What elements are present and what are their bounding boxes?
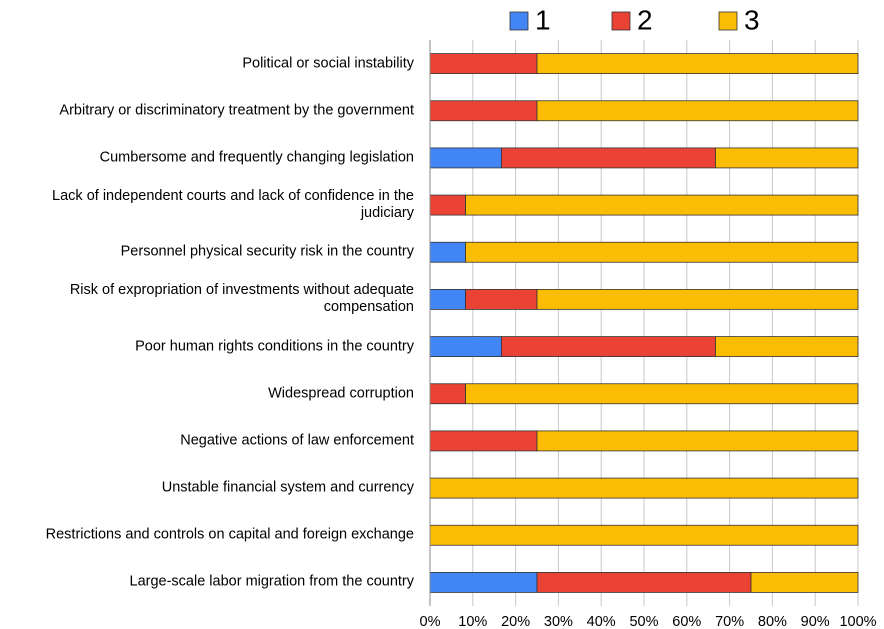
bar-segment — [429, 477, 859, 499]
y-tick-label: Cumbersome and frequently changing legis… — [99, 149, 414, 166]
legend-swatch — [611, 11, 631, 31]
bar-segment — [536, 100, 859, 122]
y-tick-label: Personnel physical security risk in the … — [120, 243, 414, 260]
bar-segment — [429, 336, 502, 357]
bar-segment — [429, 289, 466, 310]
bar-segment — [715, 336, 859, 357]
bar-segment — [429, 194, 466, 216]
y-tick-label: Unstable financial system and currency — [161, 479, 414, 496]
y-tick-label: Poor human rights conditions in the coun… — [135, 338, 414, 355]
bar-segment — [429, 147, 502, 169]
y-tick-label: Widespread corruption — [268, 385, 414, 402]
legend-swatch — [509, 11, 529, 31]
x-tick-label: 80% — [758, 614, 787, 629]
bar-segment — [501, 147, 716, 169]
bar-segment — [536, 430, 859, 452]
x-tick-label: 100% — [839, 614, 876, 629]
x-tick-label: 40% — [587, 614, 616, 629]
bar-segment — [429, 430, 538, 452]
bar-segment — [429, 572, 538, 593]
bar-segment — [429, 383, 466, 405]
bar-segment — [465, 241, 859, 263]
bar-segment — [429, 53, 538, 74]
x-tick-label: 10% — [458, 614, 487, 629]
y-tick-label: Risk of expropriation of investments wit… — [69, 282, 414, 316]
bar-segment — [536, 572, 752, 593]
y-tick-label: Lack of independent courts and lack of c… — [52, 188, 414, 222]
bar-segment — [536, 289, 859, 310]
y-tick-label: Negative actions of law enforcement — [180, 432, 414, 449]
legend-label: 1 — [535, 4, 551, 35]
bar-segment — [465, 289, 538, 310]
y-tick-label: Restrictions and controls on capital and… — [45, 526, 414, 543]
bar-segment — [536, 53, 859, 74]
legend-label: 2 — [637, 4, 653, 35]
x-tick-label: 0% — [420, 614, 441, 629]
x-tick-label: 30% — [544, 614, 573, 629]
y-tick-label: Large-scale labor migration from the cou… — [129, 573, 415, 590]
bar-segment — [429, 241, 466, 263]
x-tick-label: 90% — [801, 614, 830, 629]
bar-segment — [429, 100, 538, 122]
bar-segment — [750, 572, 859, 593]
bar-segment — [465, 194, 859, 216]
y-tick-label: Political or social instability — [242, 55, 414, 72]
legend-label: 3 — [744, 4, 760, 35]
bar-segment — [429, 524, 859, 546]
bar-segment — [715, 147, 859, 169]
x-tick-label: 20% — [501, 614, 530, 629]
y-tick-label: Arbitrary or discriminatory treatment by… — [59, 102, 414, 119]
x-tick-label: 60% — [672, 614, 701, 629]
bar-segment — [501, 336, 716, 357]
bar-segment — [465, 383, 859, 405]
x-tick-label: 70% — [715, 614, 744, 629]
legend-swatch — [718, 11, 738, 31]
x-tick-label: 50% — [629, 614, 658, 629]
